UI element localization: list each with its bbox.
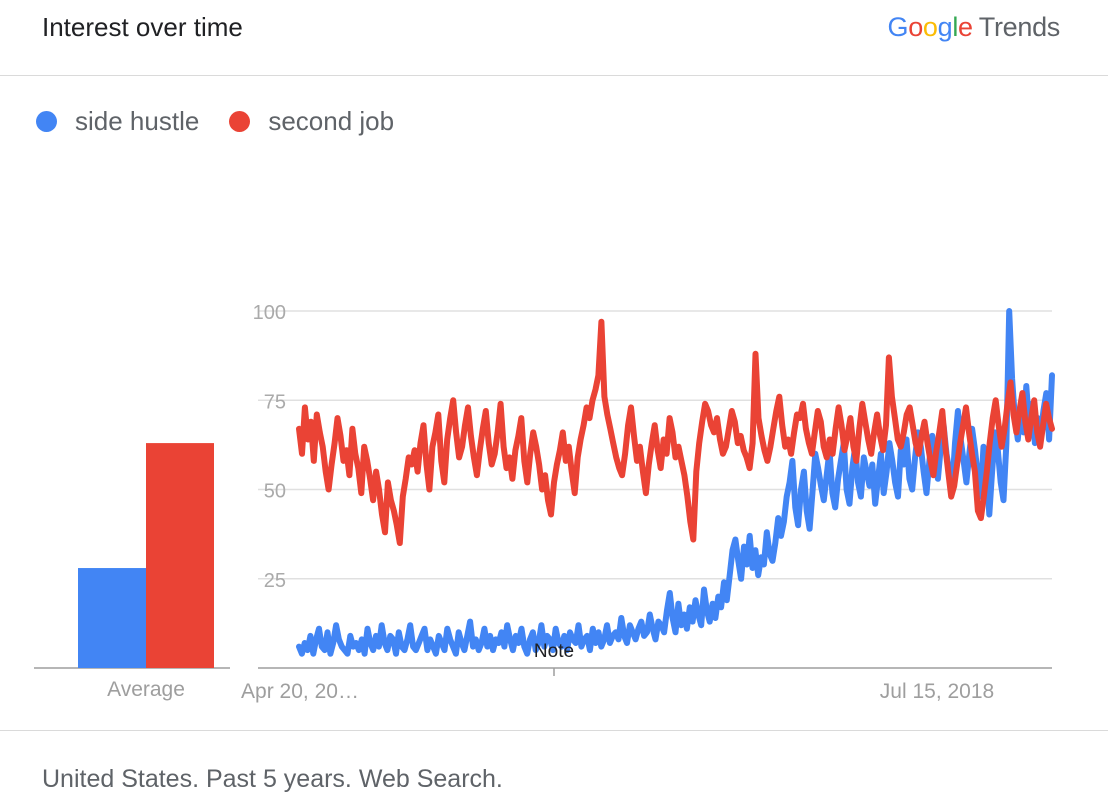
y-tick-label: 100 — [253, 302, 286, 324]
google-letter: o — [922, 12, 938, 42]
average-bar-second-job[interactable] — [146, 443, 214, 668]
google-letter: e — [958, 12, 973, 42]
legend-dot-icon — [36, 111, 57, 132]
y-tick-label: 25 — [264, 570, 286, 592]
trends-wordmark: Trends — [978, 12, 1061, 42]
legend: side hustle second job — [36, 106, 424, 137]
x-axis: Apr 20, 20… Jul 15, 2018 Note — [241, 641, 1052, 703]
footer: United States. Past 5 years. Web Search. — [0, 730, 1108, 811]
legend-label: side hustle — [75, 106, 200, 136]
average-label: Average — [107, 678, 185, 701]
legend-label: second job — [268, 106, 395, 136]
google-letter: g — [937, 12, 953, 42]
average-bar-side-hustle[interactable] — [78, 568, 146, 668]
google-letter: G — [887, 12, 909, 42]
note-annotation[interactable]: Note — [534, 641, 574, 662]
y-tick-label: 50 — [264, 481, 286, 503]
series-line-second-job[interactable] — [296, 318, 1055, 546]
header: Interest over time Google Trends — [0, 0, 1108, 76]
x-tick-label: Apr 20, 20… — [241, 680, 359, 703]
google-trends-logo[interactable]: Google Trends — [887, 11, 1060, 43]
legend-item-side-hustle[interactable]: side hustle — [36, 106, 199, 137]
interest-over-time-chart[interactable]: Average 25 50 75 100 Apr 20, 20… Jul 15, 201… — [0, 0, 1108, 730]
x-tick-label: Jul 15, 2018 — [880, 680, 994, 703]
legend-item-second-job[interactable]: second job — [229, 106, 394, 137]
footer-caption: United States. Past 5 years. Web Search. — [42, 765, 503, 793]
chart-title: Interest over time — [42, 12, 243, 42]
y-tick-label: 75 — [264, 391, 286, 413]
y-axis-ticks: 25 50 75 100 — [253, 302, 286, 592]
average-panel: Average — [34, 443, 230, 701]
google-letter: l — [952, 12, 959, 42]
google-wordmark: Google — [887, 12, 973, 42]
series-line-side-hustle[interactable] — [296, 308, 1055, 657]
google-letter: o — [908, 12, 923, 42]
series-lines[interactable] — [296, 308, 1055, 657]
legend-dot-icon — [229, 111, 251, 132]
